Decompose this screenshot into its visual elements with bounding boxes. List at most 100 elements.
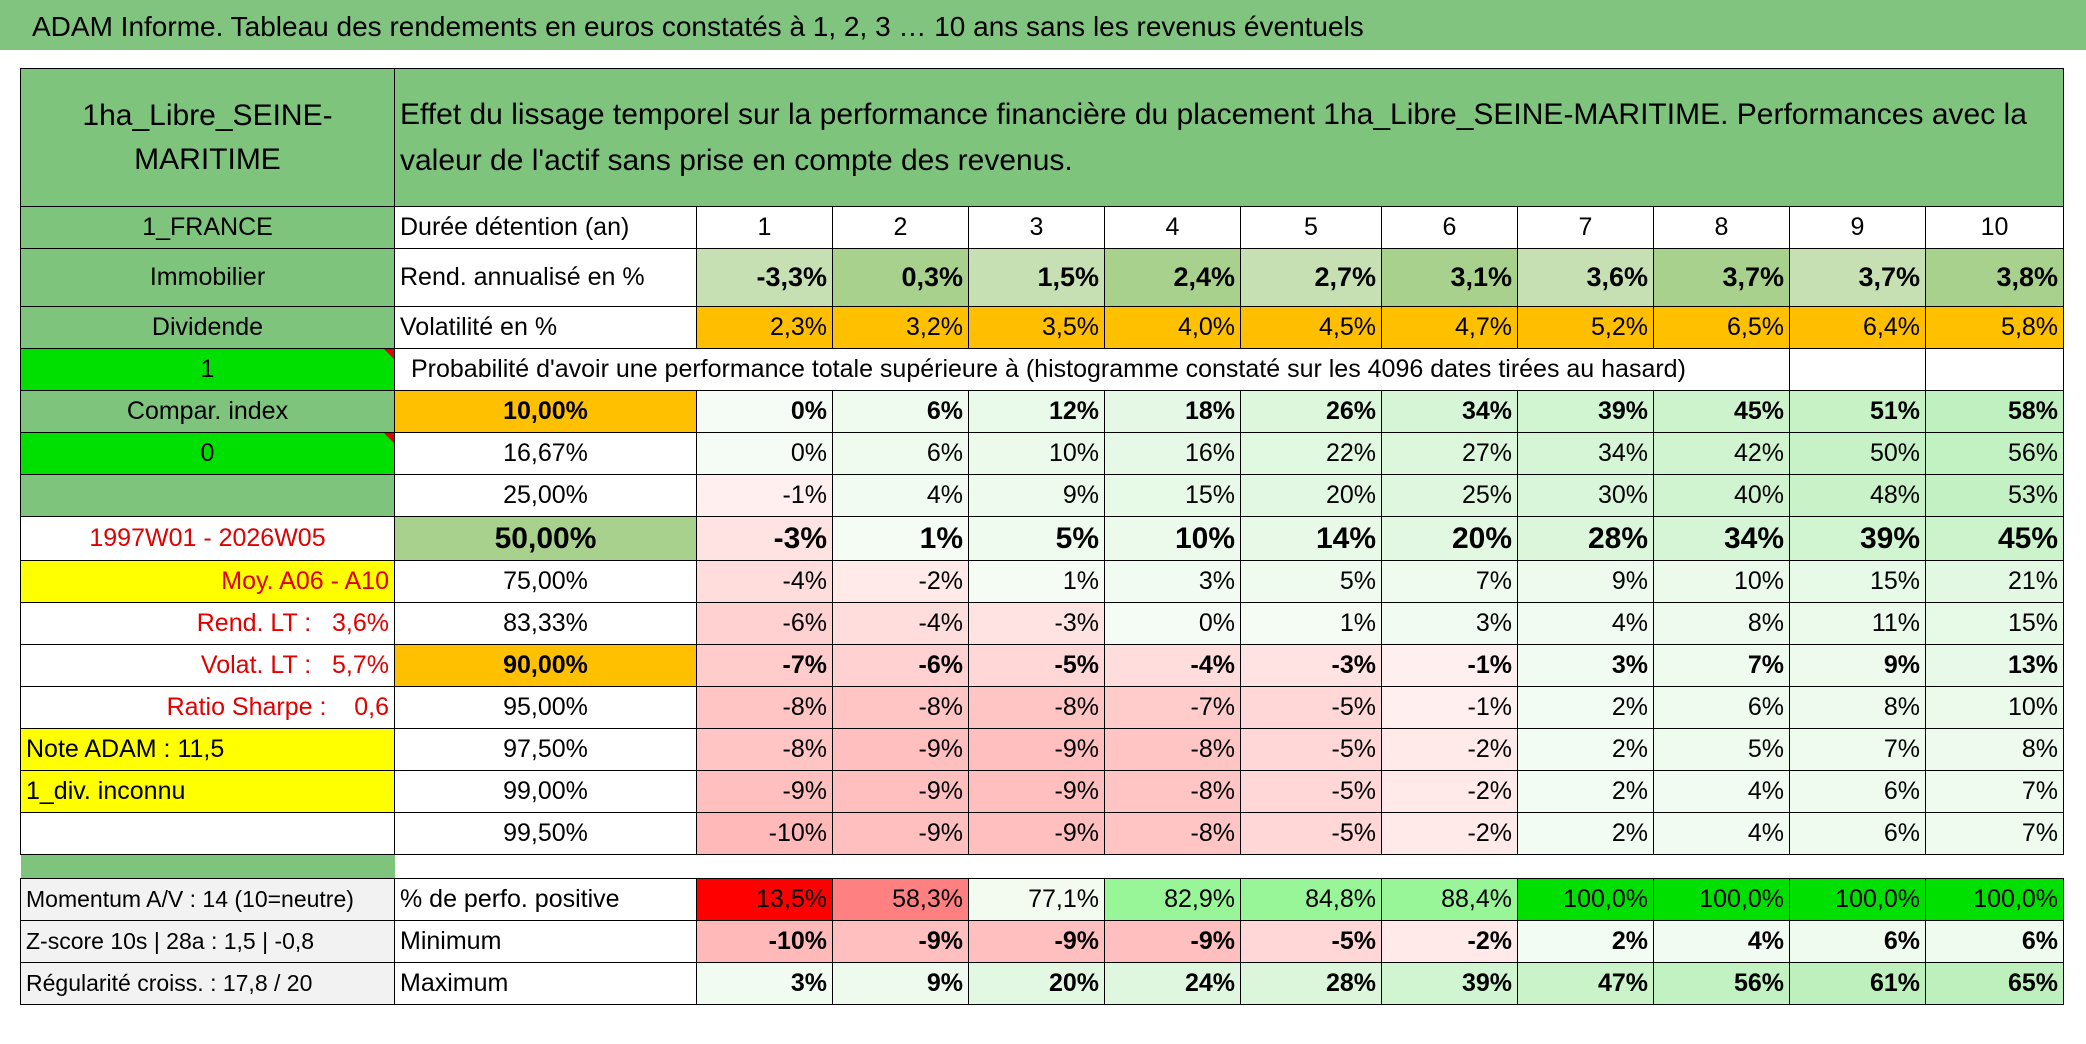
percentile-value: 0%	[696, 432, 833, 475]
rend-value: 3,6%	[1517, 248, 1654, 307]
percentile-value: -3%	[968, 602, 1105, 645]
positive-pct-value: 77,1%	[968, 878, 1105, 921]
percentile-label: 16,67%	[394, 432, 697, 475]
percentile-value: 4%	[1653, 770, 1790, 813]
percentile-value: 7%	[1924, 812, 2065, 855]
positive-pct-value: 100,0%	[1789, 878, 1926, 921]
year-header: 7	[1517, 206, 1654, 249]
percentile-value: -2%	[1381, 728, 1518, 771]
percentile-value: 9%	[1789, 644, 1926, 687]
vol-value: 4,7%	[1381, 306, 1518, 349]
percentile-value: -7%	[696, 644, 833, 687]
percentile-value: -1%	[696, 474, 833, 517]
percentile-value: 28%	[1517, 516, 1654, 561]
percentile-label: 99,50%	[394, 812, 697, 855]
year-header: 3	[968, 206, 1105, 249]
percentile-value: 6%	[832, 432, 969, 475]
positive-pct-value: 82,9%	[1104, 878, 1241, 921]
min-label: Minimum	[394, 920, 697, 963]
percentile-value: 25%	[1381, 474, 1518, 517]
percentile-value: -8%	[832, 686, 969, 729]
note-adam: Note ADAM : 11,5	[20, 728, 395, 771]
category-label: Immobilier	[20, 248, 395, 307]
percentile-value: -2%	[1381, 770, 1518, 813]
positive-pct-value: 100,0%	[1653, 878, 1790, 921]
percentile-value: -9%	[832, 728, 969, 771]
rend-value: 3,7%	[1653, 248, 1790, 307]
percentile-value: -3%	[696, 516, 833, 561]
percentile-value: 15%	[1789, 560, 1926, 603]
percentile-value: -3%	[1240, 644, 1382, 687]
momentum-label: Momentum A/V : 14 (10=neutre)	[20, 878, 395, 921]
percentile-value: 6%	[1789, 812, 1926, 855]
percentile-label: 90,00%	[394, 644, 697, 687]
percentile-value: -8%	[1104, 770, 1241, 813]
percentile-value: -5%	[1240, 812, 1382, 855]
volat-lt: Volat. LT : 5,7%	[20, 644, 395, 687]
percentile-value: -5%	[1240, 686, 1382, 729]
positive-pct-value: 84,8%	[1240, 878, 1382, 921]
percentile-value: 12%	[968, 390, 1105, 433]
percentile-value: 42%	[1653, 432, 1790, 475]
pos-label: % de perfo. positive	[394, 878, 697, 921]
percentile-value: -5%	[968, 644, 1105, 687]
percentile-value: -1%	[1381, 686, 1518, 729]
report-table: 1ha_Libre_SEINE-MARITIME Effet du lissag…	[20, 68, 2065, 1005]
percentile-value: 7%	[1653, 644, 1790, 687]
percentile-value: 7%	[1924, 770, 2065, 813]
maximum-value: 56%	[1653, 962, 1790, 1005]
header-description: Effet du lissage temporel sur la perform…	[393, 68, 2065, 207]
maximum-value: 3%	[696, 962, 833, 1005]
percentile-value: 5%	[968, 516, 1105, 561]
positive-pct-value: 88,4%	[1381, 878, 1518, 921]
positive-pct-value: 13,5%	[696, 878, 833, 921]
percentile-value: 16%	[1104, 432, 1241, 475]
rend-value: 2,4%	[1104, 248, 1241, 307]
percentile-value: -8%	[1104, 728, 1241, 771]
rend-value: 0,3%	[832, 248, 969, 307]
maximum-value: 28%	[1240, 962, 1382, 1005]
minimum-value: -9%	[1104, 920, 1241, 963]
percentile-value: 7%	[1789, 728, 1926, 771]
percentile-value: 58%	[1924, 390, 2065, 433]
percentile-value: 9%	[1517, 560, 1654, 603]
asset-name: 1ha_Libre_SEINE-MARITIME	[20, 68, 395, 207]
percentile-value: 0%	[696, 390, 833, 433]
percentile-value: 51%	[1789, 390, 1926, 433]
percentile-value: -5%	[1240, 728, 1382, 771]
probability-text: Probabilité d'avoir une performance tota…	[394, 348, 1790, 391]
percentile-value: 14%	[1240, 516, 1382, 561]
percentile-value: 53%	[1924, 474, 2065, 517]
percentile-value: -1%	[1381, 644, 1518, 687]
period-label: 1997W01 - 2026W05	[20, 516, 395, 561]
year-header: 5	[1240, 206, 1382, 249]
percentile-value: -2%	[1381, 812, 1518, 855]
percentile-value: 3%	[1517, 644, 1654, 687]
duration-label: Durée détention (an)	[394, 206, 697, 249]
percentile-value: -9%	[968, 770, 1105, 813]
percentile-value: 3%	[1104, 560, 1241, 603]
percentile-label: 25,00%	[394, 474, 697, 517]
minimum-value: 6%	[1789, 920, 1926, 963]
percentile-value: 45%	[1653, 390, 1790, 433]
percentile-value: 11%	[1789, 602, 1926, 645]
zero-value: 0	[20, 432, 395, 475]
year-header: 2	[832, 206, 969, 249]
percentile-value: 9%	[968, 474, 1105, 517]
percentile-value: -9%	[968, 728, 1105, 771]
percentile-label: 97,50%	[394, 728, 697, 771]
percentile-value: 20%	[1381, 516, 1518, 561]
rend-value: 2,7%	[1240, 248, 1382, 307]
percentile-value: 10%	[968, 432, 1105, 475]
percentile-value: -9%	[832, 770, 969, 813]
percentile-value: 15%	[1924, 602, 2065, 645]
report-table-frame: 1ha_Libre_SEINE-MARITIME Effet du lissag…	[20, 68, 2065, 1028]
percentile-value: -8%	[696, 728, 833, 771]
maximum-value: 20%	[968, 962, 1105, 1005]
compar-index-label: Compar. index	[20, 390, 395, 433]
percentile-value: -5%	[1240, 770, 1382, 813]
percentile-label: 50,00%	[394, 516, 697, 561]
max-label: Maximum	[394, 962, 697, 1005]
percentile-value: 6%	[1789, 770, 1926, 813]
minimum-value: 2%	[1517, 920, 1654, 963]
